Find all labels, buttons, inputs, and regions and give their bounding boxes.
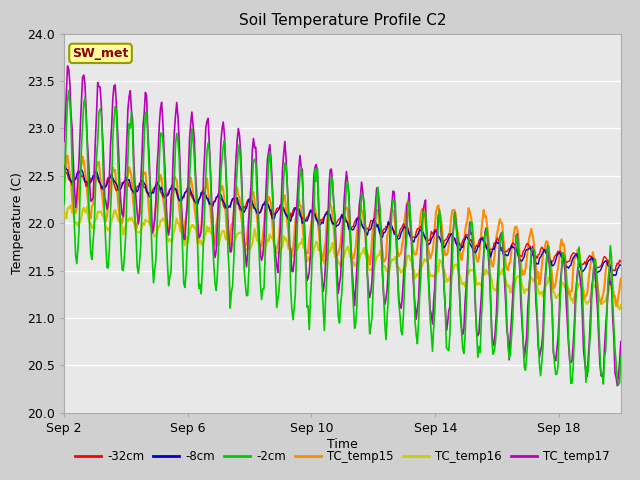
Legend: -32cm, -8cm, -2cm, TC_temp15, TC_temp16, TC_temp17: -32cm, -8cm, -2cm, TC_temp15, TC_temp16,…	[70, 445, 614, 468]
Title: Soil Temperature Profile C2: Soil Temperature Profile C2	[239, 13, 446, 28]
Y-axis label: Temperature (C): Temperature (C)	[12, 172, 24, 274]
X-axis label: Time: Time	[327, 438, 358, 451]
Text: SW_met: SW_met	[72, 47, 129, 60]
